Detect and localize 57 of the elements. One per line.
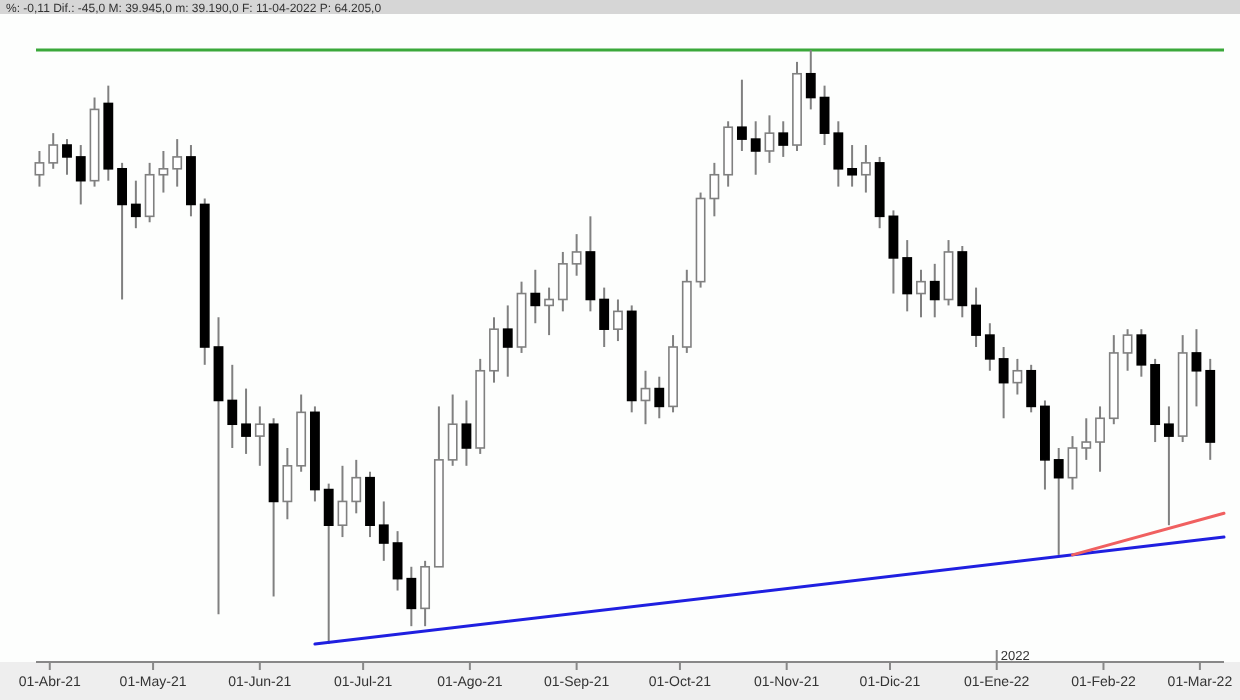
candlestick xyxy=(613,298,623,343)
candlestick xyxy=(764,114,775,164)
candlestick xyxy=(337,464,348,539)
candlestick xyxy=(186,144,196,218)
candlestick xyxy=(1095,405,1105,473)
candlestick xyxy=(75,144,86,206)
candlestick xyxy=(929,262,940,319)
candlestick xyxy=(819,84,830,147)
candlestick xyxy=(599,286,610,348)
candlestick xyxy=(227,363,238,449)
candlestick xyxy=(62,138,72,176)
candlestick xyxy=(461,399,472,467)
candlestick xyxy=(805,49,816,111)
candlestick xyxy=(502,304,513,378)
candlestick xyxy=(48,132,59,170)
candlestick xyxy=(130,179,141,230)
candlestick xyxy=(860,144,871,194)
candlestick xyxy=(378,500,389,562)
candlestick xyxy=(1067,435,1078,491)
candlestick xyxy=(1012,357,1023,396)
candlestick xyxy=(916,268,926,319)
candlestick xyxy=(736,78,747,152)
candlestick xyxy=(117,161,128,301)
candlestick xyxy=(654,375,665,420)
candlestick xyxy=(778,120,789,158)
candlestick xyxy=(254,405,265,467)
candlestick xyxy=(172,138,183,188)
candlestick xyxy=(447,393,458,467)
candlestick xyxy=(351,458,362,515)
candlestick xyxy=(1191,328,1202,408)
candlestick xyxy=(1122,328,1133,372)
candlestick xyxy=(392,530,403,592)
candlestick xyxy=(406,565,417,628)
candlestick xyxy=(750,120,761,176)
candlestick xyxy=(489,316,499,384)
candlestick xyxy=(723,120,734,188)
candlestick xyxy=(1053,446,1064,556)
candlestick xyxy=(282,446,293,521)
candlestick xyxy=(847,144,858,188)
candlestick xyxy=(323,482,334,645)
candlestick xyxy=(420,559,431,628)
candlestick xyxy=(1026,363,1037,414)
candlestick xyxy=(943,239,954,307)
candlestick xyxy=(557,250,568,313)
candlestick xyxy=(971,286,981,348)
candlestick xyxy=(571,233,582,277)
candlestick xyxy=(640,369,651,426)
candlestick xyxy=(544,286,555,337)
candlestick xyxy=(34,149,45,188)
candlestick xyxy=(984,322,995,372)
candlestick xyxy=(241,387,251,455)
candlestick xyxy=(902,239,913,313)
candlestick xyxy=(1081,417,1092,461)
candlestick xyxy=(833,120,844,188)
candlestick xyxy=(530,268,541,325)
candlestick xyxy=(365,470,375,539)
candlestick xyxy=(1163,405,1174,527)
